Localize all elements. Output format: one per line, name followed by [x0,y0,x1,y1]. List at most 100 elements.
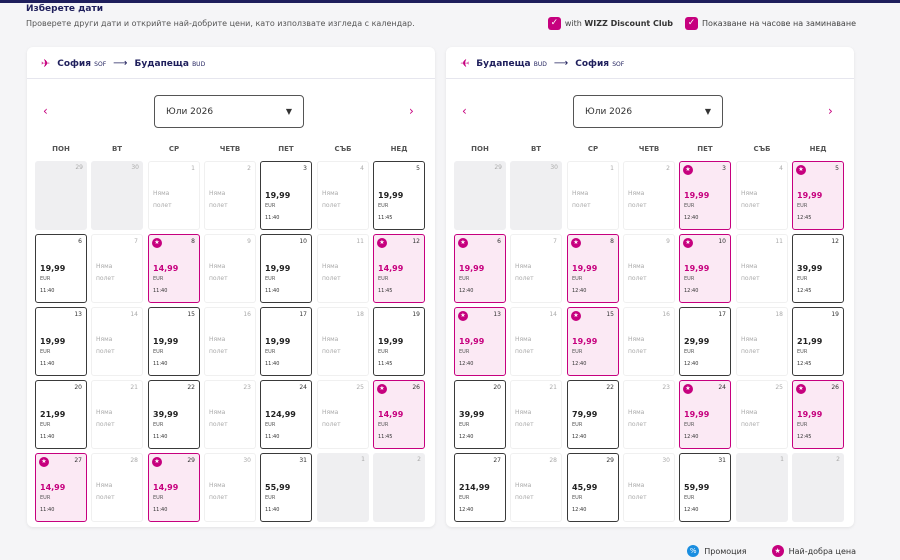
calendar-day: 28 Няма полет [510,453,562,522]
no-flight-line: Няма [628,263,645,270]
day-number: 3 [303,165,307,172]
show-times-option[interactable]: ✓ Показване на часове на заминаване [685,17,856,30]
no-flight-line: Няма [209,409,226,416]
departure-time: 12:40 [684,288,699,294]
calendar-day[interactable]: 15 ★ 19,99 EUR 12:40 [567,307,619,376]
calendar-day[interactable]: 20 21,99 EUR 11:40 [35,380,87,449]
discount-club-option[interactable]: ✓ with WIZZ Discount Club [547,17,673,30]
day-currency: EUR [378,203,389,209]
calendar-day[interactable]: 29 45,99 EUR 12:40 [567,453,619,522]
calendar-day[interactable]: 19 21,99 EUR 12:45 [792,307,844,376]
calendar-day: 29 [454,161,506,230]
calendar-day[interactable]: 15 19,99 EUR 11:40 [148,307,200,376]
calendar-day[interactable]: 26 ★ 14,99 EUR 11:45 [373,380,425,449]
no-flight-line: полет [515,275,534,282]
checkmark-icon[interactable]: ✓ [547,17,561,30]
calendar-day[interactable]: 19 19,99 EUR 11:45 [373,307,425,376]
calendar-day[interactable]: 26 ★ 19,99 EUR 12:45 [792,380,844,449]
no-flight-line: полет [628,348,647,355]
next-month-button[interactable]: › [409,104,414,118]
day-number: 19 [831,311,839,318]
calendar-day[interactable]: 31 55,99 EUR 11:40 [260,453,312,522]
best-price-star-icon: ★ [458,238,468,248]
no-flight-line: полет [153,202,172,209]
day-number: 1 [780,456,784,463]
outbound-calendar-panel: ✈ София SOF ⟶ Будапеща BUD ‹ Юли 2026 ▼ … [27,47,435,527]
calendar-day[interactable]: 5 19,99 EUR 11:45 [373,161,425,230]
calendar-day[interactable]: 24 ★ 19,99 EUR 12:40 [679,380,731,449]
calendar-day[interactable]: 5 ★ 19,99 EUR 12:45 [792,161,844,230]
calendar-day[interactable]: 6 ★ 19,99 EUR 12:40 [454,234,506,303]
options-bar: ✓ with WIZZ Discount Club ✓ Показване на… [547,17,856,30]
departure-time: 11:45 [378,288,393,294]
calendar-day: 21 Няма полет [510,380,562,449]
day-number: 20 [74,384,82,391]
legend-promo: % Промоция [687,545,747,557]
checkmark-icon[interactable]: ✓ [685,17,699,30]
no-flight-line: Няма [515,336,532,343]
day-currency: EUR [797,422,808,428]
day-number: 22 [187,384,195,391]
to-city: София SOF [575,58,625,69]
day-number: 29 [606,457,614,464]
calendar-day[interactable]: 12 39,99 EUR 12:45 [792,234,844,303]
day-currency: EUR [797,203,808,209]
day-number: 3 [722,165,726,172]
calendar-day[interactable]: 6 19,99 EUR 11:40 [35,234,87,303]
calendar-day[interactable]: 27 ★ 14,99 EUR 11:40 [35,453,87,522]
prev-month-button[interactable]: ‹ [43,104,48,118]
calendar-day[interactable]: 12 ★ 14,99 EUR 11:45 [373,234,425,303]
day-price: 14,99 [378,410,404,419]
page-title: Изберете дати [26,4,104,14]
calendar-day[interactable]: 8 ★ 19,99 EUR 12:40 [567,234,619,303]
best-price-star-icon: ★ [683,165,693,175]
calendar-day[interactable]: 24 124,99 EUR 11:40 [260,380,312,449]
no-flight-line: Няма [322,336,339,343]
calendar-day[interactable]: 20 39,99 EUR 12:40 [454,380,506,449]
calendar-day[interactable]: 17 19,99 EUR 11:40 [260,307,312,376]
next-month-button[interactable]: › [828,104,833,118]
month-select[interactable]: Юли 2026 ▼ [573,95,723,128]
month-select[interactable]: Юли 2026 ▼ [154,95,304,128]
no-flight-line: Няма [322,409,339,416]
calendar-day[interactable]: 3 19,99 EUR 11:40 [260,161,312,230]
calendar-day[interactable]: 31 59,99 EUR 12:40 [679,453,731,522]
no-flight-label: Няма полет [96,334,115,358]
no-flight-label: Няма полет [515,334,534,358]
day-price: 14,99 [40,483,66,492]
calendar-day[interactable]: 10 ★ 19,99 EUR 12:40 [679,234,731,303]
calendar-day: 1 Няма полет [148,161,200,230]
calendar-day[interactable]: 13 19,99 EUR 11:40 [35,307,87,376]
calendar-day: 2 [373,453,425,522]
calendar-day[interactable]: 8 ★ 14,99 EUR 11:40 [148,234,200,303]
departure-time: 12:40 [572,361,587,367]
day-number: 5 [416,165,420,172]
calendar-day[interactable]: 27 214,99 EUR 12:40 [454,453,506,522]
calendar-day[interactable]: 13 ★ 19,99 EUR 12:40 [454,307,506,376]
calendar-day: 9 Няма полет [204,234,256,303]
day-number: 8 [191,238,195,245]
calendar-day[interactable]: 10 19,99 EUR 11:40 [260,234,312,303]
no-flight-line: полет [741,421,760,428]
day-number: 25 [775,384,783,391]
day-currency: EUR [572,422,583,428]
calendar-day[interactable]: 22 79,99 EUR 12:40 [567,380,619,449]
day-price: 14,99 [378,264,404,273]
best-price-star-icon: ★ [796,165,806,175]
day-number: 2 [666,165,670,172]
day-price: 214,99 [459,483,490,492]
no-flight-line: Няма [741,263,758,270]
calendar-day[interactable]: 3 ★ 19,99 EUR 12:40 [679,161,731,230]
day-price: 19,99 [572,264,598,273]
day-number: 10 [299,238,307,245]
calendar-day[interactable]: 29 ★ 14,99 EUR 11:40 [148,453,200,522]
prev-month-button[interactable]: ‹ [462,104,467,118]
day-currency: EUR [265,203,276,209]
calendar-day: 11 Няма полет [317,234,369,303]
plane-departure-icon: ✈ [41,57,51,70]
day-price: 39,99 [153,410,179,419]
departure-time: 12:40 [459,507,474,513]
calendar-day[interactable]: 22 39,99 EUR 11:40 [148,380,200,449]
day-price: 19,99 [378,191,404,200]
calendar-day[interactable]: 17 29,99 EUR 12:40 [679,307,731,376]
